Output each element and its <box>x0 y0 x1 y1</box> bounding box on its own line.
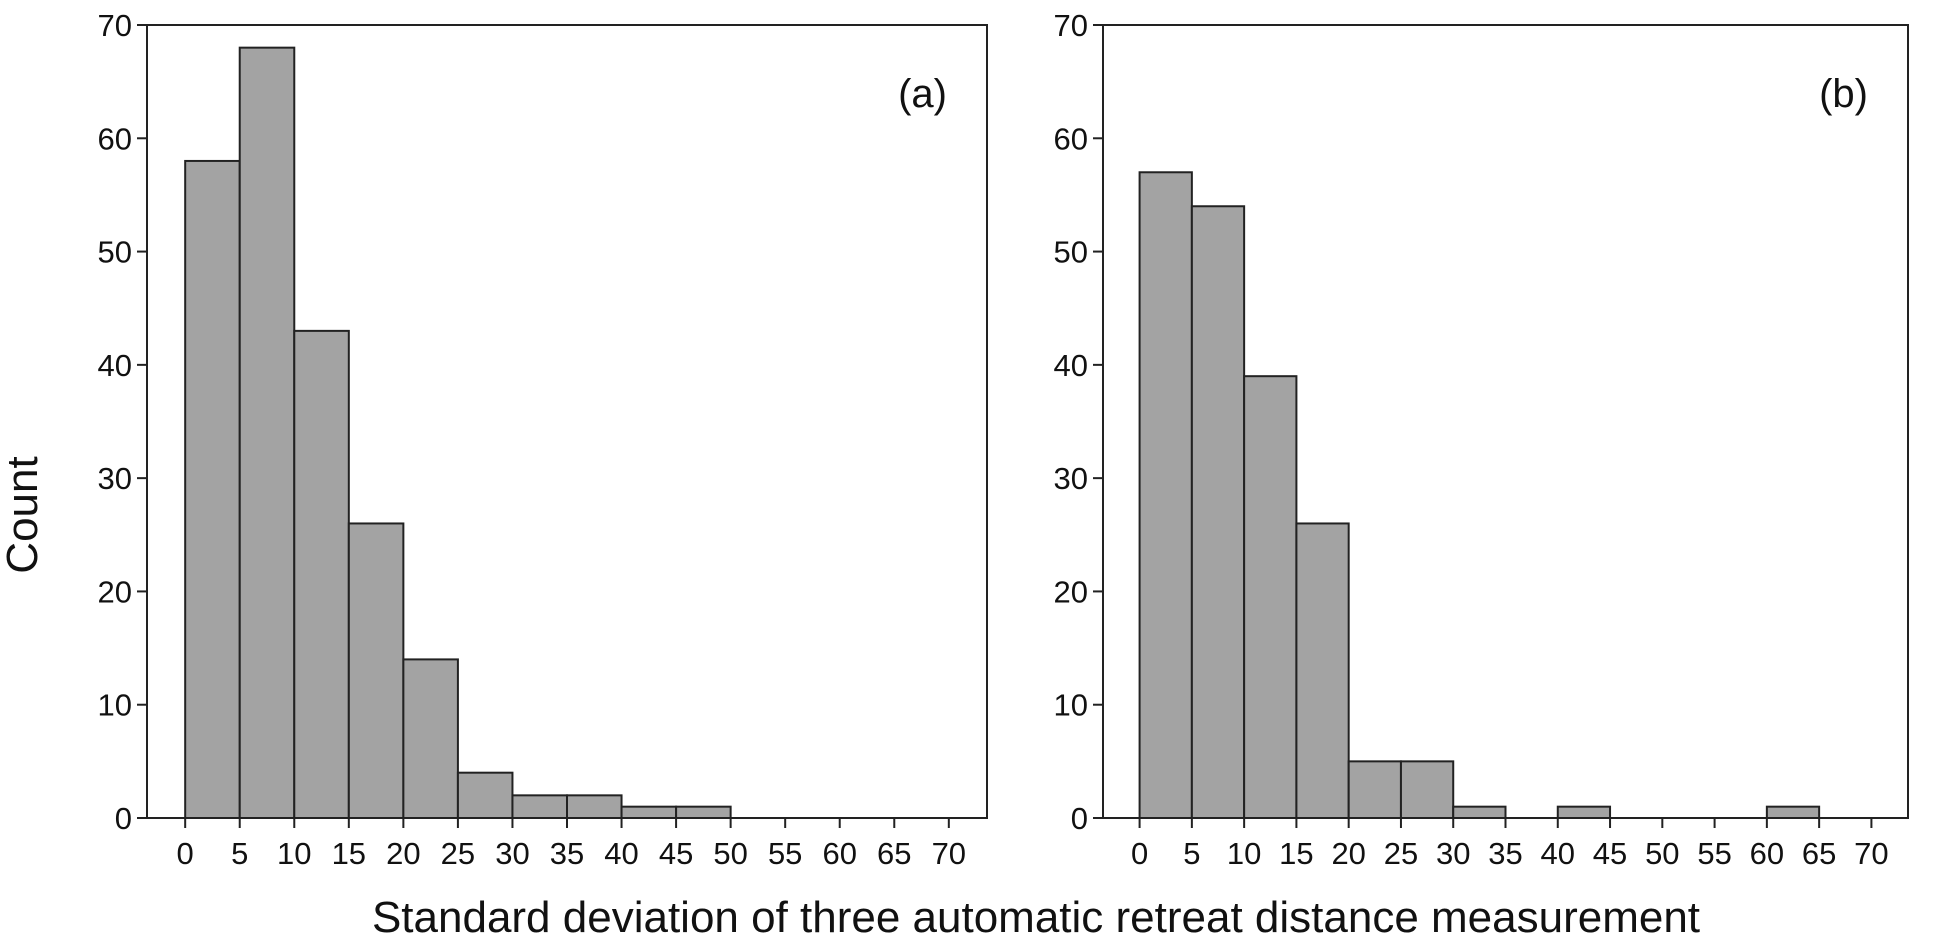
x-tick-label-b: 35 <box>1488 836 1522 871</box>
x-tick-label-b: 45 <box>1593 836 1627 871</box>
histogram-bar-a-7 <box>566 794 623 819</box>
x-tick-label-b: 30 <box>1436 836 1470 871</box>
histogram-bar-b-6 <box>1452 805 1507 820</box>
x-tick-label-b: 0 <box>1131 836 1148 871</box>
y-axis-title: Count <box>0 456 47 573</box>
x-tick-label-a: 10 <box>277 836 311 871</box>
x-tick-label-a: 65 <box>877 836 911 871</box>
x-tick-label-a: 50 <box>713 836 747 871</box>
y-tick-label-a: 70 <box>98 8 132 43</box>
x-tick-label-b: 5 <box>1183 836 1200 871</box>
x-tick-label-b: 40 <box>1541 836 1575 871</box>
y-tick-label-b: 40 <box>1054 348 1088 383</box>
histogram-bar-b-0 <box>1138 171 1193 819</box>
y-tick-label-b: 30 <box>1054 461 1088 496</box>
x-tick-label-b: 55 <box>1697 836 1731 871</box>
histogram-bar-a-9 <box>675 805 732 820</box>
histogram-bar-b-2 <box>1243 375 1298 819</box>
y-tick-label-b: 20 <box>1054 574 1088 609</box>
x-tick-label-b: 65 <box>1802 836 1836 871</box>
x-tick-label-b: 15 <box>1279 836 1313 871</box>
histogram-bar-a-0 <box>184 159 241 819</box>
x-tick-label-a: 0 <box>177 836 194 871</box>
x-tick-label-b: 60 <box>1750 836 1784 871</box>
x-axis-title: Standard deviation of three automatic re… <box>372 893 1700 942</box>
histogram-bar-b-4 <box>1347 760 1402 819</box>
x-tick-label-b: 50 <box>1645 836 1679 871</box>
histogram-bar-b-12 <box>1765 805 1821 820</box>
y-tick-label-b: 60 <box>1054 121 1088 156</box>
histogram-bar-a-3 <box>347 522 405 819</box>
y-tick-label-a: 40 <box>98 348 132 383</box>
panel-label-b: (b) <box>1819 72 1868 116</box>
histogram-bar-a-8 <box>620 805 678 820</box>
x-tick-label-b: 70 <box>1854 836 1888 871</box>
histogram-bar-b-3 <box>1295 522 1350 819</box>
y-tick-label-b: 0 <box>1071 801 1088 836</box>
histogram-bar-b-1 <box>1190 205 1246 819</box>
y-tick-label-a: 20 <box>98 574 132 609</box>
x-tick-label-a: 30 <box>495 836 529 871</box>
x-tick-label-b: 10 <box>1227 836 1261 871</box>
x-tick-label-b: 20 <box>1331 836 1365 871</box>
y-tick-label-b: 10 <box>1054 688 1088 723</box>
y-tick-label-a: 10 <box>98 688 132 723</box>
histogram-bar-b-8 <box>1556 805 1612 820</box>
x-tick-label-a: 45 <box>659 836 693 871</box>
y-tick-label-a: 50 <box>98 235 132 270</box>
x-tick-label-a: 25 <box>441 836 475 871</box>
y-tick-label-a: 30 <box>98 461 132 496</box>
x-tick-label-a: 5 <box>231 836 248 871</box>
histogram-bar-b-5 <box>1399 760 1455 819</box>
panel-label-a: (a) <box>898 72 947 116</box>
histogram-bar-a-1 <box>238 46 296 819</box>
y-tick-label-b: 70 <box>1054 8 1088 43</box>
histogram-panel-a: 0 10 20 30 40 50 60 70 0 5 10 15 20 25 30 35 40 45 50 55 60 6… <box>98 8 988 871</box>
x-tick-label-b: 25 <box>1384 836 1418 871</box>
x-tick-label-a: 35 <box>550 836 584 871</box>
x-tick-label-a: 15 <box>332 836 366 871</box>
x-tick-label-a: 60 <box>822 836 856 871</box>
x-tick-label-a: 55 <box>768 836 802 871</box>
histogram-bar-a-5 <box>456 771 514 820</box>
y-tick-label-a: 0 <box>115 801 132 836</box>
histogram-bar-a-6 <box>511 794 568 819</box>
x-tick-label-a: 70 <box>932 836 966 871</box>
histogram-bar-a-4 <box>402 658 459 820</box>
x-tick-label-a: 40 <box>604 836 638 871</box>
x-tick-label-a: 20 <box>386 836 420 871</box>
y-tick-label-b: 50 <box>1054 235 1088 270</box>
histogram-bar-a-2 <box>293 329 350 819</box>
y-tick-label-a: 60 <box>98 121 132 156</box>
